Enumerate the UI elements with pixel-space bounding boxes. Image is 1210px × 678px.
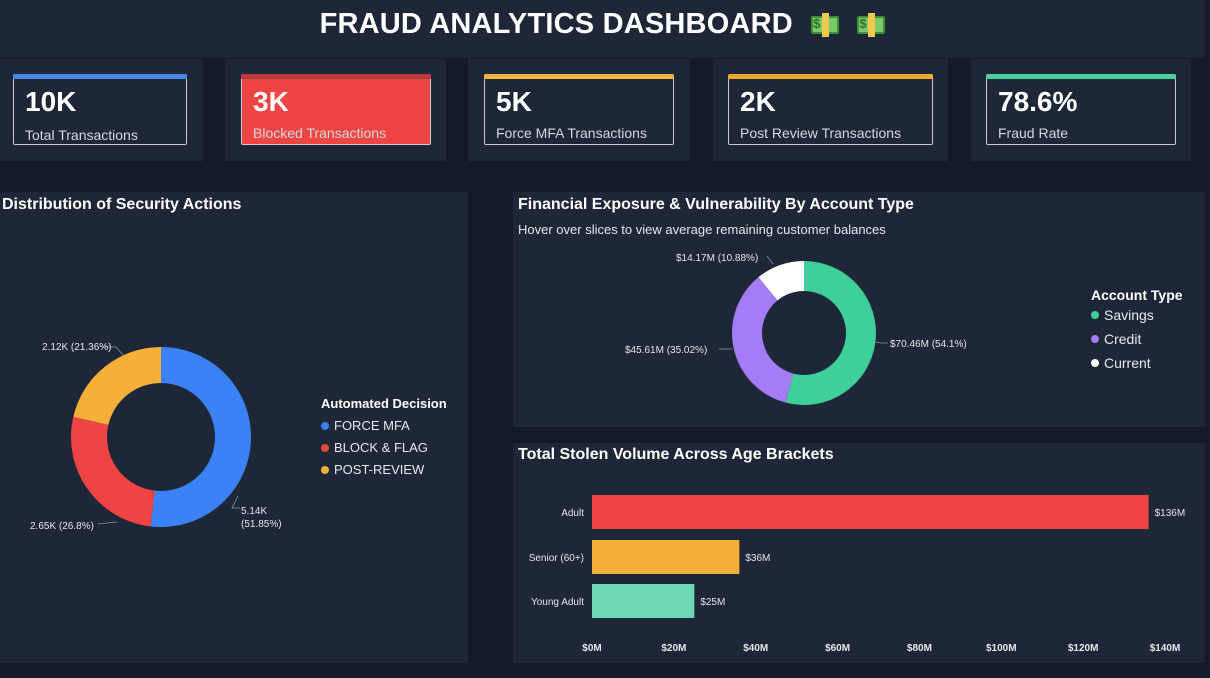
- security-actions-panel: Distribution of Security Actions 5.14K (…: [0, 192, 468, 663]
- financial-exposure-panel: Financial Exposure & Vulnerability By Ac…: [513, 192, 1205, 427]
- kpi-accent-bar: [728, 74, 933, 79]
- legend-dot: [1091, 359, 1099, 367]
- legend-label: Current: [1104, 355, 1151, 371]
- data-label-force-mfa-pct: (51.85%): [241, 519, 282, 530]
- panel-subtitle: Hover over slices to view average remain…: [518, 222, 886, 237]
- kpi-card-post-review-transactions[interactable]: 2K Post Review Transactions: [728, 74, 933, 145]
- x-tick-label: $120M: [1068, 643, 1099, 654]
- data-label-credit: $45.61M (35.02%): [625, 345, 707, 356]
- leader-line-current: [766, 255, 774, 265]
- x-tick-label: $0M: [582, 643, 601, 654]
- kpi-card-blocked-transactions[interactable]: 3K Blocked Transactions: [241, 74, 431, 145]
- legend-label: Credit: [1104, 331, 1142, 347]
- kpi-value: 5K: [496, 86, 532, 117]
- kpi-label: Total Transactions: [25, 127, 138, 143]
- page-title-text: FRAUD ANALYTICS DASHBOARD: [319, 8, 793, 40]
- donut-slice-post-review[interactable]: [73, 347, 161, 425]
- donut-slice-savings[interactable]: [785, 261, 876, 405]
- page-title: FRAUD ANALYTICS DASHBOARD $ $: [0, 8, 1205, 41]
- bar-young-adult[interactable]: [592, 584, 695, 618]
- leader-line-post-review: [102, 346, 125, 357]
- x-tick-label: $40M: [743, 643, 768, 654]
- panel-title: Total Stolen Volume Across Age Brackets: [518, 446, 834, 463]
- kpi-label: Fraud Rate: [998, 125, 1069, 141]
- legend-title: Account Type: [1091, 287, 1183, 303]
- category-label: Senior (60+): [529, 553, 584, 564]
- leader-line-savings: [875, 341, 888, 344]
- legend-item-credit[interactable]: Credit: [1091, 331, 1183, 347]
- donut-slice-block-flag[interactable]: [71, 416, 155, 527]
- donut-slice-current[interactable]: [758, 261, 804, 301]
- data-label-savings: $70.46M (54.1%): [890, 339, 967, 350]
- kpi-value: 2K: [740, 86, 776, 117]
- value-label: $36M: [745, 553, 770, 564]
- data-label-block-flag: 2.65K (26.8%): [30, 521, 94, 532]
- money-icon: $: [857, 13, 886, 37]
- legend-dot: [321, 421, 329, 430]
- stolen-volume-bar-chart: Adult $136M Senior (60+) $36M Young Adult $25…: [529, 495, 1186, 654]
- panel-title: Financial Exposure & Vulnerability By Ac…: [518, 196, 914, 213]
- x-tick-label: $60M: [825, 643, 850, 654]
- kpi-accent-bar: [986, 74, 1176, 79]
- legend-item-current[interactable]: Current: [1091, 355, 1183, 371]
- stolen-volume-panel: Total Stolen Volume Across Age Brackets …: [513, 443, 1205, 663]
- legend-dot: [321, 465, 329, 474]
- data-label-force-mfa-value: 5.14K: [241, 506, 267, 517]
- x-tick-label: $20M: [661, 643, 686, 654]
- security-legend: Automated Decision FORCE MFA BLOCK & FLA…: [321, 396, 447, 484]
- kpi-label: Force MFA Transactions: [496, 125, 647, 141]
- donut-slice-credit[interactable]: [732, 277, 794, 403]
- data-label-post-review: 2.12K (21.36%): [42, 342, 112, 353]
- money-icon: $: [811, 13, 840, 37]
- kpi-card-total-transactions[interactable]: 10K Total Transactions: [13, 74, 187, 145]
- category-label: Adult: [561, 508, 584, 519]
- legend-item-force-mfa[interactable]: FORCE MFA: [321, 418, 447, 433]
- legend-title: Automated Decision: [321, 396, 447, 411]
- kpi-accent-bar: [13, 74, 187, 79]
- header-bar: FRAUD ANALYTICS DASHBOARD $ $: [0, 0, 1205, 58]
- value-label: $25M: [700, 597, 725, 608]
- kpi-value: 10K: [25, 86, 77, 117]
- kpi-label: Post Review Transactions: [740, 125, 902, 141]
- leader-line-force-mfa: [231, 495, 240, 509]
- kpi-accent-bar: [241, 74, 431, 79]
- data-label-current: $14.17M (10.88%): [676, 253, 758, 264]
- legend-label: FORCE MFA: [334, 418, 410, 433]
- leader-line-block-flag: [97, 521, 118, 525]
- security-donut-chart: 5.14K (51.85%) 2.65K (26.8%) 2.12K (21.3…: [30, 342, 282, 532]
- kpi-card-force-mfa-transactions[interactable]: 5K Force MFA Transactions: [484, 74, 674, 145]
- legend-item-block-flag[interactable]: BLOCK & FLAG: [321, 440, 447, 455]
- bar-adult[interactable]: [592, 495, 1149, 529]
- kpi-value: 3K: [253, 86, 289, 117]
- x-tick-label: $80M: [907, 643, 932, 654]
- kpi-accent-bar: [484, 74, 674, 79]
- x-tick-label: $140M: [1150, 643, 1181, 654]
- donut-slice-force-mfa[interactable]: [150, 347, 251, 527]
- legend-dot: [1091, 311, 1099, 319]
- bar-senior-60[interactable]: [592, 540, 740, 574]
- category-label: Young Adult: [531, 597, 584, 608]
- kpi-value: 78.6%: [998, 86, 1078, 117]
- value-label: $136M: [1155, 508, 1186, 519]
- kpi-card-fraud-rate[interactable]: 78.6% Fraud Rate: [986, 74, 1176, 145]
- legend-label: Savings: [1104, 307, 1154, 323]
- kpi-label: Blocked Transactions: [253, 125, 387, 141]
- panel-title: Distribution of Security Actions: [2, 196, 242, 213]
- x-tick-label: $100M: [986, 643, 1017, 654]
- legend-item-savings[interactable]: Savings: [1091, 307, 1183, 323]
- legend-label: BLOCK & FLAG: [334, 440, 428, 455]
- exposure-legend: Account Type Savings Credit Current: [1091, 287, 1183, 379]
- legend-dot: [321, 443, 329, 452]
- legend-item-post-review[interactable]: POST-REVIEW: [321, 462, 447, 477]
- legend-dot: [1091, 335, 1099, 343]
- legend-label: POST-REVIEW: [334, 462, 425, 477]
- exposure-donut-chart: $70.46M (54.1%) $45.61M (35.02%) $14.17M…: [625, 253, 967, 405]
